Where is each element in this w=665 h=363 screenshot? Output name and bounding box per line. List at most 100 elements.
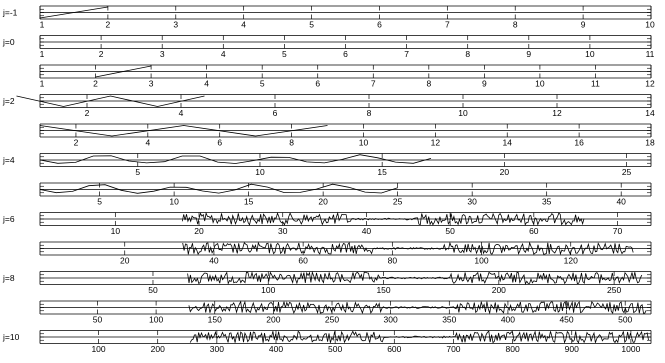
x-tick-label: 18 <box>645 138 655 148</box>
x-tick-label: 50 <box>445 226 455 236</box>
x-tick-label: 14 <box>645 108 655 118</box>
row-label-1: j=0 <box>2 37 15 47</box>
x-tick-label: 150 <box>208 315 222 325</box>
x-tick-label: 8 <box>465 49 470 59</box>
x-tick-label: 30 <box>278 226 288 236</box>
panel-11: j=10 100 200 300 400 500 600 700 800 900 1000 <box>2 330 652 354</box>
x-tick-label: 150 <box>376 285 390 295</box>
x-tick-label: 14 <box>503 138 513 148</box>
signal-trace-2 <box>95 65 152 78</box>
x-tick-label: 12 <box>552 108 562 118</box>
signal-trace-9 <box>187 270 643 285</box>
x-tick-label: 250 <box>325 315 339 325</box>
panel-4: 2 4 6 8 10 12 14 16 18 <box>39 123 655 148</box>
x-tick-label: 20 <box>194 226 204 236</box>
x-tick-label: 35 <box>542 197 552 207</box>
x-tick-label: 11 <box>591 79 600 89</box>
x-tick-label: 250 <box>607 285 621 295</box>
x-tick-label: 15 <box>244 197 254 207</box>
panel-8: 20 40 60 80 100 120 <box>39 241 652 266</box>
signal-trace-3 <box>16 95 205 107</box>
x-tick-label: 9 <box>581 20 586 30</box>
panel-10: 50 100 150 200 250 300 350 400 450 500 <box>39 300 652 325</box>
signal-trace-8 <box>182 241 634 256</box>
x-tick-label: 800 <box>505 344 519 354</box>
signal-trace-6 <box>39 183 398 194</box>
x-tick-label: 5 <box>135 167 140 177</box>
x-tick-label: 20 <box>120 256 130 266</box>
x-tick-label: 16 <box>574 138 584 148</box>
x-tick-label: 6 <box>343 49 348 59</box>
x-tick-label: 700 <box>446 344 460 354</box>
x-tick-label: 200 <box>492 285 506 295</box>
x-tick-label: 2 <box>99 49 104 59</box>
x-tick-label: 8 <box>426 79 431 89</box>
x-tick-label: 5 <box>260 79 265 89</box>
x-tick-label: 12 <box>431 138 441 148</box>
panel-6: 5 10 15 20 25 30 35 40 <box>39 182 652 207</box>
x-tick-label: 12 <box>645 79 655 89</box>
x-tick-label: 50 <box>148 285 158 295</box>
signal-trace-0 <box>39 6 108 19</box>
x-tick-label: 300 <box>384 315 398 325</box>
x-tick-label: 10 <box>111 226 121 236</box>
x-tick-label: 400 <box>501 315 515 325</box>
x-tick-label: 6 <box>273 108 278 118</box>
x-tick-label: 600 <box>387 344 401 354</box>
row-label-11: j=10 <box>2 332 20 342</box>
row-label-3: j=2 <box>2 96 15 106</box>
x-tick-label: 40 <box>209 256 219 266</box>
panel-2: 1 2 3 4 5 6 7 8 9 10 11 12 <box>39 64 655 89</box>
row-label-0: j=-1 <box>2 8 18 18</box>
x-tick-label: 60 <box>529 226 539 236</box>
x-tick-label: 6 <box>377 20 382 30</box>
x-tick-label: 500 <box>618 315 632 325</box>
x-tick-label: 3 <box>149 79 154 89</box>
x-tick-label: 1 <box>40 49 45 59</box>
signal-trace-4 <box>39 125 328 137</box>
x-tick-label: 30 <box>467 197 477 207</box>
x-tick-label: 100 <box>261 285 275 295</box>
panel-9: j=8 50 100 150 200 250 <box>2 270 652 295</box>
x-tick-label: 7 <box>371 79 376 89</box>
x-tick-label: 7 <box>445 20 450 30</box>
x-tick-label: 9 <box>482 79 487 89</box>
signal-trace-5 <box>39 154 432 164</box>
x-tick-label: 10 <box>645 20 655 30</box>
x-tick-label: 7 <box>404 49 409 59</box>
x-tick-label: 50 <box>93 315 103 325</box>
x-tick-label: 1 <box>40 79 45 89</box>
x-tick-label: 900 <box>565 344 579 354</box>
x-tick-label: 120 <box>564 256 578 266</box>
x-tick-label: 40 <box>362 226 372 236</box>
x-tick-label: 6 <box>315 79 320 89</box>
x-tick-label: 20 <box>318 197 328 207</box>
x-tick-label: 400 <box>269 344 283 354</box>
x-tick-label: 5 <box>282 49 287 59</box>
signal-trace-11 <box>189 330 649 344</box>
x-tick-label: 60 <box>298 256 308 266</box>
x-tick-label: 4 <box>204 79 209 89</box>
x-tick-label: 25 <box>393 197 403 207</box>
x-tick-label: 70 <box>613 226 623 236</box>
x-tick-label: 25 <box>622 167 632 177</box>
x-tick-label: 450 <box>559 315 573 325</box>
x-tick-label: 3 <box>160 49 165 59</box>
x-tick-label: 4 <box>221 49 226 59</box>
row-label-7: j=6 <box>2 214 15 224</box>
signal-trace-10 <box>188 300 647 315</box>
x-tick-label: 5 <box>97 197 102 207</box>
x-tick-label: 40 <box>616 197 626 207</box>
x-tick-label: 200 <box>266 315 280 325</box>
x-tick-label: 1000 <box>621 344 640 354</box>
x-tick-label: 2 <box>74 138 79 148</box>
x-tick-label: 500 <box>328 344 342 354</box>
x-tick-label: 10 <box>169 197 179 207</box>
x-tick-label: 100 <box>474 256 488 266</box>
x-tick-label: 8 <box>367 108 372 118</box>
x-tick-label: 350 <box>442 315 456 325</box>
x-tick-label: 10 <box>458 108 468 118</box>
x-tick-label: 2 <box>93 79 98 89</box>
row-label-5: j=4 <box>2 155 15 165</box>
x-tick-label: 9 <box>526 49 531 59</box>
